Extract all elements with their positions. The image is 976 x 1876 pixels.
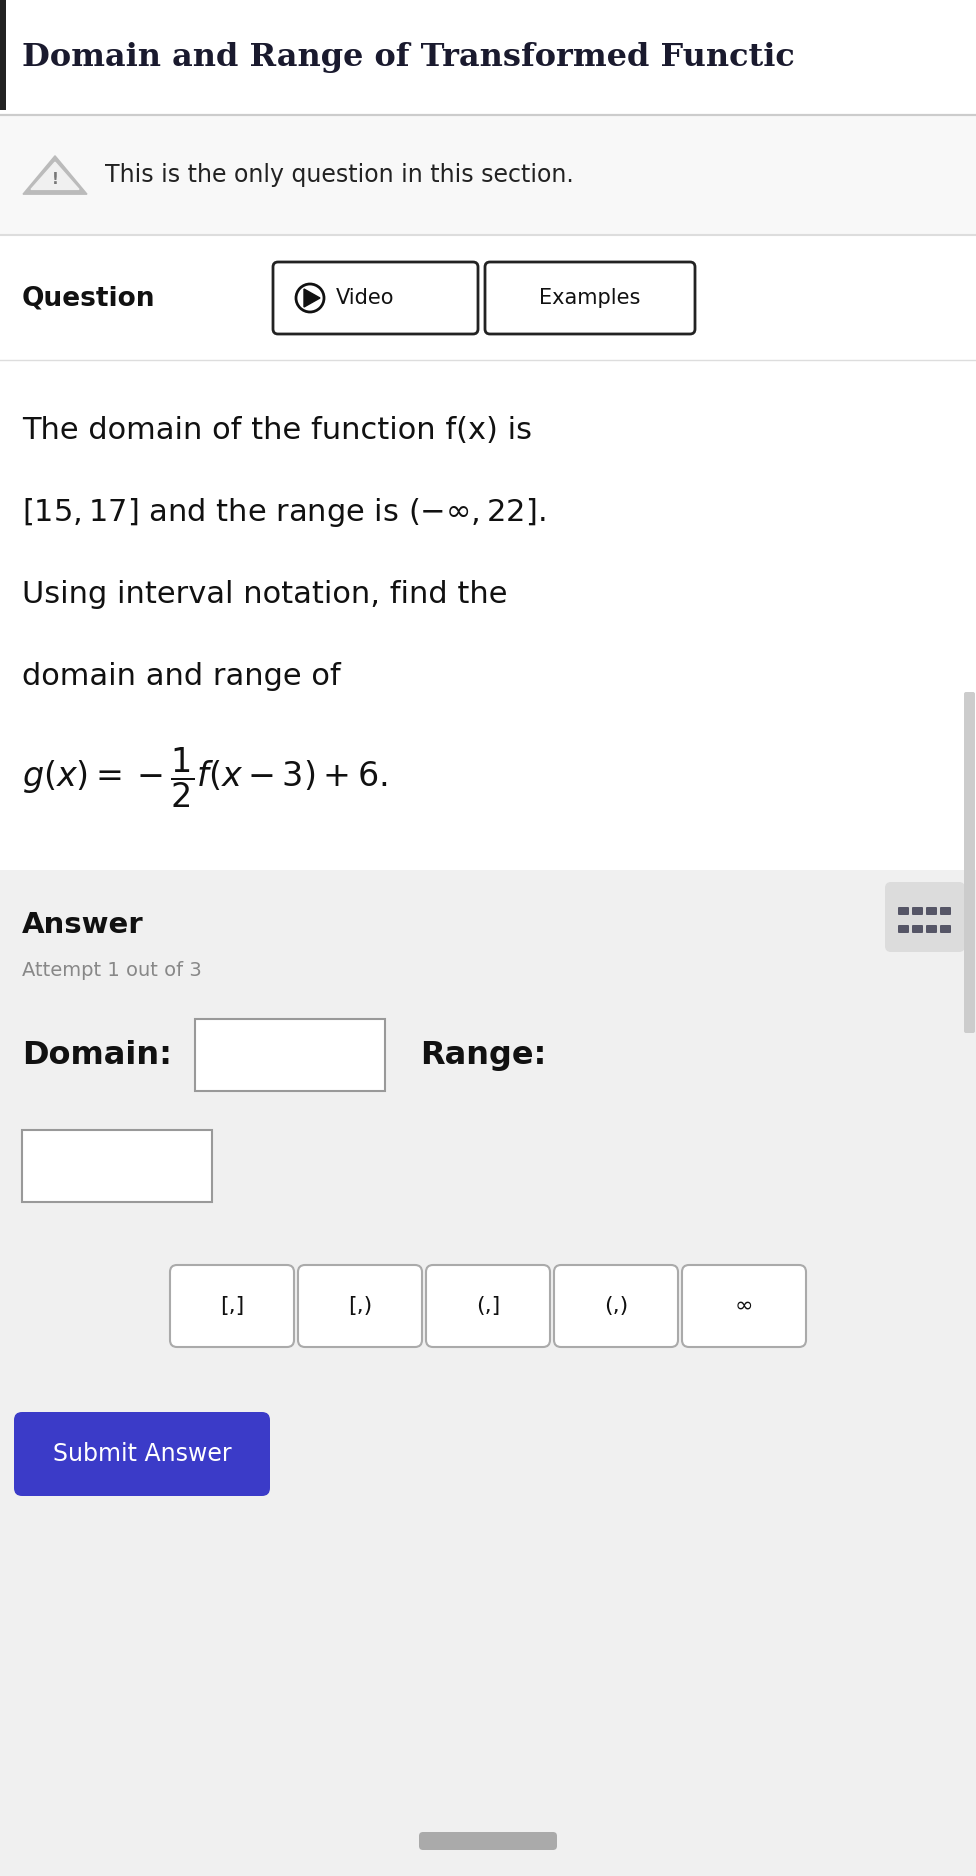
FancyBboxPatch shape	[426, 1264, 550, 1347]
Text: (,]: (,]	[476, 1296, 500, 1315]
Bar	[0, 0, 6, 111]
Text: Answer: Answer	[22, 912, 143, 940]
Text: ∞: ∞	[735, 1296, 753, 1315]
FancyBboxPatch shape	[940, 925, 951, 932]
FancyBboxPatch shape	[554, 1264, 678, 1347]
Text: domain and range of: domain and range of	[22, 662, 341, 690]
Text: Range:: Range:	[420, 1039, 547, 1071]
Text: Using interval notation, find the: Using interval notation, find the	[22, 580, 508, 608]
Text: [,]: [,]	[220, 1296, 244, 1315]
FancyBboxPatch shape	[940, 906, 951, 915]
FancyBboxPatch shape	[926, 906, 937, 915]
Text: Domain:: Domain:	[22, 1039, 172, 1071]
FancyBboxPatch shape	[964, 692, 975, 1034]
Bar	[0, 0, 976, 114]
FancyBboxPatch shape	[170, 1264, 294, 1347]
FancyBboxPatch shape	[298, 1264, 422, 1347]
Bar	[195, 1019, 385, 1092]
Bar	[0, 114, 976, 234]
FancyBboxPatch shape	[898, 925, 909, 932]
Text: $g(x) = -\dfrac{1}{2}f(x - 3) + 6.$: $g(x) = -\dfrac{1}{2}f(x - 3) + 6.$	[22, 747, 387, 810]
Text: Submit Answer: Submit Answer	[53, 1443, 231, 1465]
FancyBboxPatch shape	[485, 263, 695, 334]
FancyBboxPatch shape	[912, 906, 923, 915]
FancyBboxPatch shape	[885, 882, 965, 951]
Text: !: !	[52, 171, 59, 186]
FancyBboxPatch shape	[14, 1413, 270, 1495]
FancyBboxPatch shape	[682, 1264, 806, 1347]
FancyBboxPatch shape	[912, 925, 923, 932]
FancyBboxPatch shape	[926, 925, 937, 932]
FancyBboxPatch shape	[273, 263, 478, 334]
Text: The domain of the function f(x) is: The domain of the function f(x) is	[22, 415, 532, 445]
Text: Question: Question	[22, 285, 155, 311]
Text: Attempt 1 out of 3: Attempt 1 out of 3	[22, 961, 202, 979]
Text: $[15, 17]$ and the range is $(-\infty, 22]$.: $[15, 17]$ and the range is $(-\infty, 2…	[22, 495, 546, 529]
Text: Video: Video	[336, 289, 394, 308]
FancyBboxPatch shape	[898, 906, 909, 915]
Text: (,): (,)	[604, 1296, 629, 1315]
Text: Domain and Range of Transformed Functic: Domain and Range of Transformed Functic	[22, 41, 794, 73]
Text: [,): [,)	[347, 1296, 372, 1315]
Text: This is the only question in this section.: This is the only question in this sectio…	[105, 163, 574, 188]
FancyBboxPatch shape	[419, 1833, 557, 1850]
Polygon shape	[31, 161, 79, 189]
Bar	[0, 870, 976, 1876]
Bar	[0, 234, 976, 360]
Polygon shape	[304, 289, 320, 308]
Bar	[22, 1129, 212, 1203]
Bar	[0, 360, 976, 870]
Text: Examples: Examples	[540, 289, 640, 308]
Polygon shape	[23, 156, 87, 195]
